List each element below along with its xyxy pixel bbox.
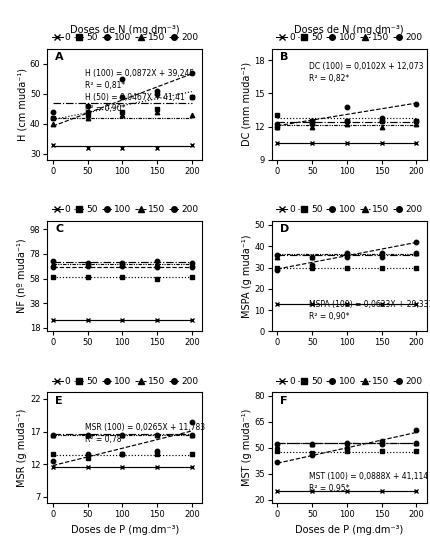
Text: Doses de N (mg.dm⁻³): Doses de N (mg.dm⁻³) [294, 26, 403, 35]
Text: B: B [279, 52, 287, 62]
Y-axis label: DC (mm muda⁻¹): DC (mm muda⁻¹) [241, 63, 251, 146]
Legend: 0, 50, 100, 150, 200: 0, 50, 100, 150, 200 [276, 33, 422, 42]
Legend: 0, 50, 100, 150, 200: 0, 50, 100, 150, 200 [52, 33, 198, 42]
Y-axis label: MSR (g muda⁻¹): MSR (g muda⁻¹) [17, 409, 27, 487]
Text: H (100) = 0,0872X + 39,245
R² = 0,81*
H (50) = 0,0467X + 41,41
R² = 0,90*: H (100) = 0,0872X + 39,245 R² = 0,81* H … [84, 69, 194, 113]
Text: C: C [55, 224, 63, 234]
Y-axis label: NF (nº muda⁻¹): NF (nº muda⁻¹) [17, 239, 27, 313]
Text: MSPA (100) = 0,0623X + 29,331
R² = 0,90*: MSPA (100) = 0,0623X + 29,331 R² = 0,90* [308, 300, 430, 322]
Y-axis label: H (cm muda⁻¹): H (cm muda⁻¹) [17, 68, 27, 141]
Text: MSR (100) = 0,0265X + 11,783
R² = 0,78*: MSR (100) = 0,0265X + 11,783 R² = 0,78* [84, 423, 204, 444]
Legend: 0, 50, 100, 150, 200: 0, 50, 100, 150, 200 [276, 376, 422, 386]
Text: E: E [55, 395, 63, 406]
X-axis label: Doses de P (mg.dm⁻³): Doses de P (mg.dm⁻³) [71, 525, 178, 535]
Legend: 0, 50, 100, 150, 200: 0, 50, 100, 150, 200 [276, 205, 422, 214]
Text: DC (100) = 0,0102X + 12,073
R² = 0,82*: DC (100) = 0,0102X + 12,073 R² = 0,82* [308, 62, 423, 83]
Text: A: A [55, 52, 64, 62]
Text: MST (100) = 0,0888X + 41,114
R² = 0,95*: MST (100) = 0,0888X + 41,114 R² = 0,95* [308, 472, 427, 493]
Y-axis label: MST (g muda⁻¹): MST (g muda⁻¹) [241, 409, 251, 486]
Text: D: D [279, 224, 288, 234]
Legend: 0, 50, 100, 150, 200: 0, 50, 100, 150, 200 [52, 376, 198, 386]
Y-axis label: MSPA (g muda⁻¹): MSPA (g muda⁻¹) [241, 234, 251, 318]
Text: Doses de N (mg.dm⁻³): Doses de N (mg.dm⁻³) [70, 26, 179, 35]
Legend: 0, 50, 100, 150, 200: 0, 50, 100, 150, 200 [52, 205, 198, 214]
X-axis label: Doses de P (mg.dm⁻³): Doses de P (mg.dm⁻³) [295, 525, 402, 535]
Text: F: F [279, 395, 286, 406]
